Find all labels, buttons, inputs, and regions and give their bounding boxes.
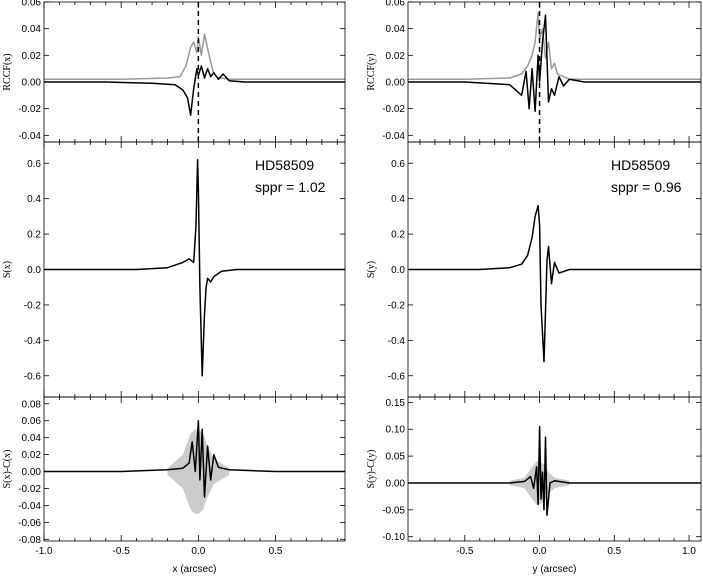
ytick-label: -0.6 bbox=[24, 371, 42, 382]
ytick-label: -0.4 bbox=[24, 336, 42, 347]
ytick-label: 0.04 bbox=[22, 24, 42, 35]
ytick-label: 0.04 bbox=[386, 24, 406, 35]
ytick-label: 0.0 bbox=[391, 265, 405, 276]
series-line-0 bbox=[408, 204, 701, 363]
series-line-0 bbox=[44, 158, 345, 377]
ytick-label: 0.15 bbox=[386, 398, 406, 409]
ytick-label: 0.08 bbox=[22, 399, 42, 410]
axes-frame bbox=[43, 1, 346, 143]
ytick-label: 0.04 bbox=[22, 433, 42, 444]
xtick-label: -0.5 bbox=[456, 546, 474, 557]
ytick-label: 0.2 bbox=[27, 230, 41, 241]
axes-frame bbox=[407, 1, 702, 143]
ytick-label: 0.4 bbox=[27, 194, 41, 205]
xtick-label: 0.0 bbox=[533, 546, 547, 557]
ytick-label: 0.05 bbox=[386, 452, 406, 463]
x-axis-label: x (arcsec) bbox=[173, 564, 217, 575]
xtick-label: 1.0 bbox=[682, 546, 696, 557]
ytick-label: 0.0 bbox=[27, 265, 41, 276]
sppr-annotation: sppr = 1.02 bbox=[255, 179, 326, 195]
ytick-label: 0.02 bbox=[22, 450, 42, 461]
plot-area bbox=[408, 204, 701, 363]
y-axis-label: RCCF(y) bbox=[366, 53, 377, 90]
panel-left-top: -0.04 -0.02 0.00 0.02 0.04 0.06 RCCF(x) bbox=[2, 0, 346, 143]
ytick-label: -0.2 bbox=[388, 300, 406, 311]
xtick-label: -0.5 bbox=[113, 546, 131, 557]
y-axis-label: S(x) bbox=[2, 261, 13, 278]
ytick-label: 0.02 bbox=[22, 51, 42, 62]
ytick-label: -0.04 bbox=[382, 131, 405, 142]
ytick-label: -0.08 bbox=[18, 535, 41, 546]
panel-left-bottom: -0.08 -0.06 -0.04 -0.02 0.00 0.02 0.04 0.06 0.08… bbox=[2, 396, 346, 575]
y-axis-label: S(y)-C(y) bbox=[366, 450, 377, 489]
y-axis-label: S(x)-C(x) bbox=[2, 450, 13, 489]
series-line-0 bbox=[408, 11, 701, 81]
panel-right-bottom: -0.10 -0.05 0.00 0.05 0.10 0.15 -0.5 0.0 0.5 1.0 S… bbox=[366, 396, 702, 575]
plot-area bbox=[408, 425, 701, 516]
ytick-label: 0.6 bbox=[27, 159, 41, 170]
series-line-0 bbox=[44, 419, 345, 498]
series-line-1 bbox=[44, 65, 345, 117]
ytick-label: 0.6 bbox=[391, 159, 405, 170]
plot-area bbox=[408, 2, 701, 142]
series-line-0 bbox=[44, 33, 345, 81]
xtick-label: 0.5 bbox=[607, 546, 621, 557]
ytick-label: -0.02 bbox=[18, 104, 41, 115]
panel-left-middle: -0.6 -0.4 -0.2 0.0 0.2 0.4 0.6 S(x) HD58509 sppr … bbox=[2, 141, 346, 398]
plot-area bbox=[44, 158, 345, 377]
ytick-label: 0.06 bbox=[22, 416, 42, 427]
panel-right-middle: -0.6 -0.4 -0.2 0.0 0.2 0.4 0.6 S(y) HD58509 sppr … bbox=[366, 141, 702, 398]
xtick-label: 0.5 bbox=[269, 546, 283, 557]
axes-frame bbox=[43, 396, 346, 542]
y-axis-label: RCCF(x) bbox=[2, 53, 13, 90]
ytick-label: -0.04 bbox=[18, 131, 41, 142]
ytick-label: 0.4 bbox=[391, 194, 405, 205]
xtick-label: 0.0 bbox=[191, 546, 205, 557]
ytick-label: 0.00 bbox=[22, 467, 42, 478]
ytick-label: -0.4 bbox=[388, 336, 406, 347]
uncertainty-envelope bbox=[167, 429, 230, 514]
ytick-label: -0.05 bbox=[382, 505, 405, 516]
plot-area bbox=[44, 2, 345, 142]
ytick-label: 0.00 bbox=[22, 78, 42, 89]
ytick-label: -0.02 bbox=[382, 104, 405, 115]
ytick-label: 0.02 bbox=[386, 51, 406, 62]
ytick-label: -0.2 bbox=[24, 300, 42, 311]
ytick-label: -0.6 bbox=[388, 371, 406, 382]
ytick-label: 0.06 bbox=[386, 0, 406, 9]
y-axis-label: S(y) bbox=[366, 261, 377, 278]
plot-area bbox=[44, 419, 345, 514]
ytick-label: 0.10 bbox=[386, 425, 406, 436]
ytick-label: -0.04 bbox=[18, 501, 41, 512]
ytick-label: -0.02 bbox=[18, 484, 41, 495]
sppr-annotation: sppr = 0.96 bbox=[611, 179, 682, 195]
x-axis-label: y (arcsec) bbox=[533, 564, 577, 575]
ytick-label: -0.06 bbox=[18, 518, 41, 529]
ytick-label: 0.06 bbox=[22, 0, 42, 9]
star-name-annotation: HD58509 bbox=[255, 157, 314, 173]
axes-frame bbox=[407, 396, 702, 542]
ytick-label: 0.00 bbox=[386, 78, 406, 89]
star-name-annotation: HD58509 bbox=[611, 157, 670, 173]
uncertainty-envelope bbox=[509, 461, 570, 505]
ytick-label: 0.00 bbox=[386, 478, 406, 489]
xtick-label: -1.0 bbox=[35, 546, 53, 557]
ytick-label: 0.2 bbox=[391, 230, 405, 241]
series-line-1 bbox=[408, 14, 701, 113]
series-line-0 bbox=[408, 425, 701, 516]
panel-right-top: -0.04 -0.02 0.00 0.02 0.04 0.06 RCCF(y) bbox=[366, 0, 702, 143]
ytick-label: -0.10 bbox=[382, 532, 405, 543]
